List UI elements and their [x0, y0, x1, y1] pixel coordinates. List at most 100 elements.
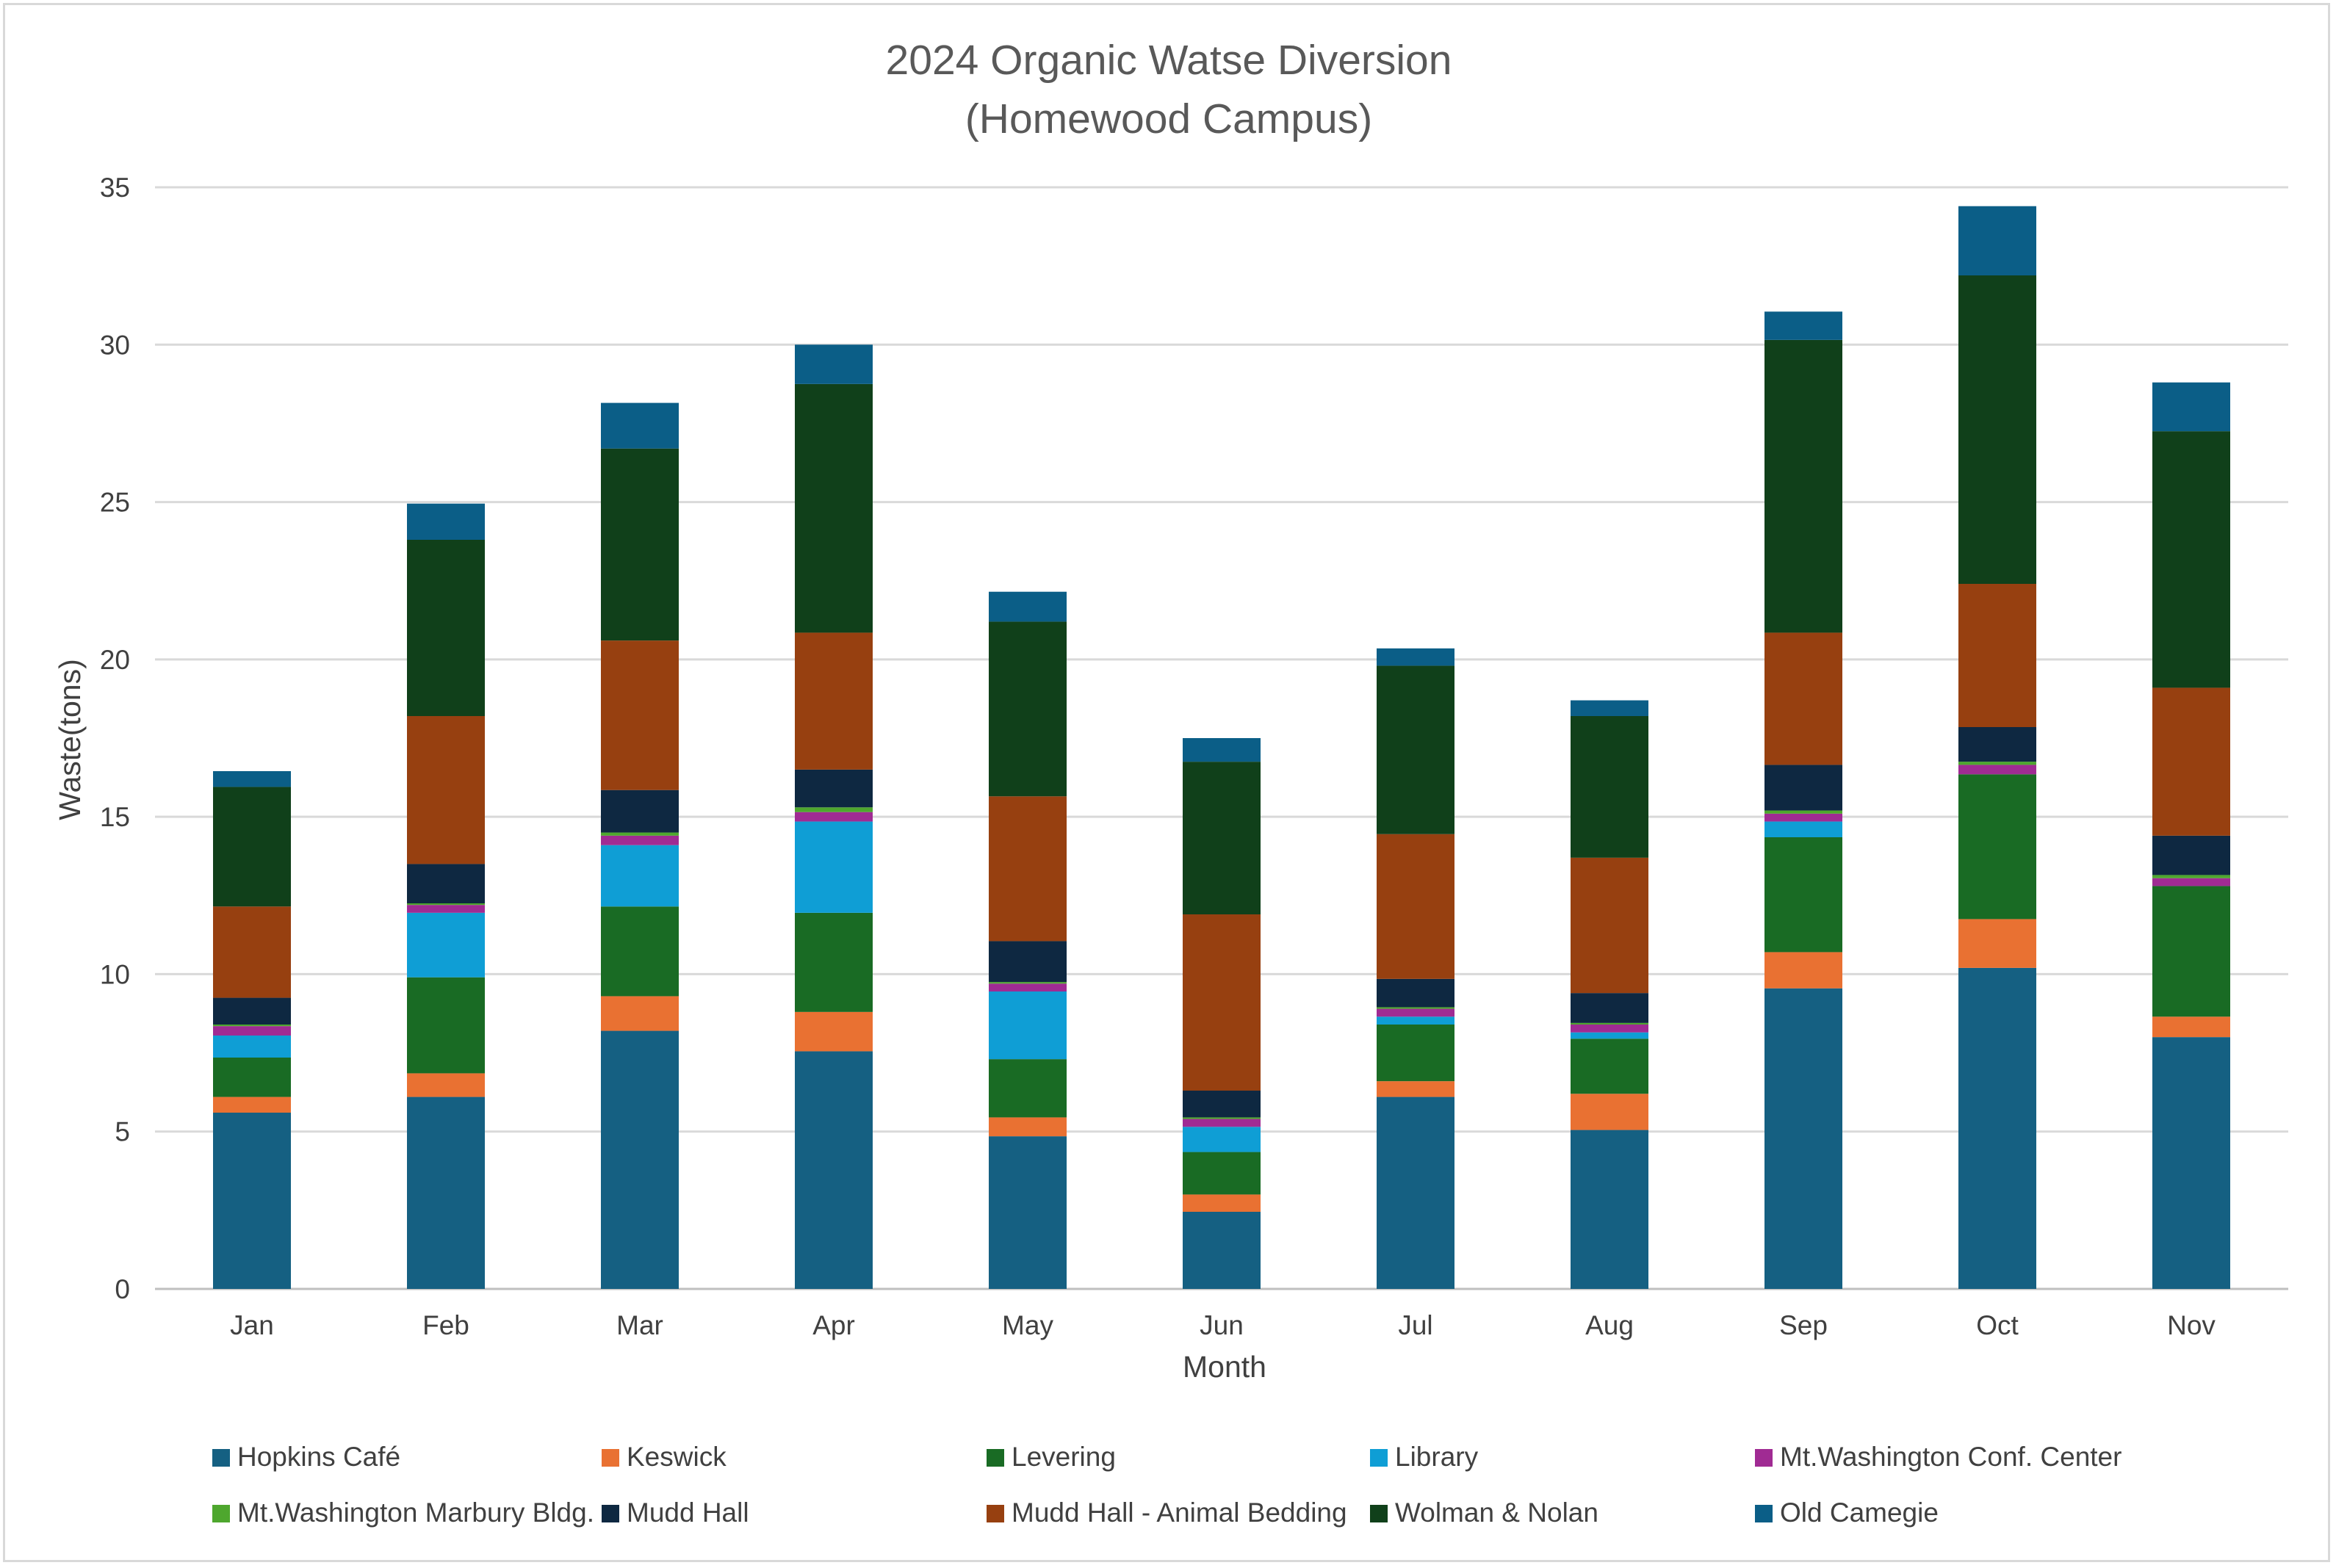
- bar-segment: [2152, 1037, 2230, 1289]
- bar-segment: [1958, 967, 2036, 1289]
- bar-segment: [795, 812, 873, 822]
- bar-segment: [213, 1026, 291, 1036]
- bar-segment: [1183, 1091, 1261, 1118]
- bar-segment: [989, 1059, 1067, 1118]
- bar-segment: [601, 906, 679, 997]
- legend-swatch: [1755, 1505, 1773, 1522]
- bar-segment: [407, 903, 485, 906]
- bar-segment: [1764, 952, 1842, 989]
- y-tick-label: 20: [100, 645, 130, 675]
- bar-segment: [407, 1096, 485, 1289]
- bar-segment: [989, 591, 1067, 622]
- legend-label: Levering: [1012, 1442, 1116, 1472]
- bar-segment: [407, 1073, 485, 1097]
- bar-segment: [989, 941, 1067, 983]
- bar-segment: [795, 1051, 873, 1289]
- bar-segment: [1764, 813, 1842, 822]
- bar-segment: [1571, 716, 1648, 858]
- bar-segment: [1377, 1025, 1454, 1082]
- bar-segment: [213, 771, 291, 787]
- x-axis-title: Month: [1183, 1350, 1266, 1384]
- bar-segment: [795, 1011, 873, 1052]
- legend-label: Mudd Hall - Animal Bedding: [1012, 1497, 1347, 1528]
- bar-segment: [1764, 821, 1842, 837]
- bar-segment: [213, 1058, 291, 1097]
- bar-segment: [1183, 1127, 1261, 1152]
- legend-swatch: [602, 1449, 619, 1467]
- legend-label: Keswick: [627, 1442, 727, 1472]
- legend-label: Wolman & Nolan: [1395, 1497, 1598, 1528]
- bar-segment: [1571, 1094, 1648, 1130]
- bar-segment: [1571, 1032, 1648, 1039]
- bar-segment: [1377, 1081, 1454, 1097]
- bar-segment: [1958, 275, 2036, 584]
- legend-swatch: [212, 1505, 230, 1522]
- bar-segment: [1764, 810, 1842, 814]
- bar-segment: [989, 1117, 1067, 1137]
- bar-segment: [1183, 1117, 1261, 1119]
- bar-segment: [1958, 774, 2036, 920]
- y-tick-labels: 0 5 10 15 20 25 30 35: [100, 173, 130, 1304]
- bar-segment: [1958, 762, 2036, 765]
- bar-segment: [795, 821, 873, 913]
- bar-segment: [1183, 762, 1261, 914]
- legend-label: Old Camegie: [1780, 1497, 1939, 1528]
- bar-segment: [2152, 835, 2230, 875]
- y-tick-label: 35: [100, 173, 130, 203]
- bar-segment: [1958, 206, 2036, 275]
- bar-segment: [1764, 339, 1842, 633]
- bar-segment: [1377, 665, 1454, 834]
- legend-label: Mudd Hall: [627, 1497, 749, 1528]
- bar-segment: [601, 835, 679, 845]
- y-tick-label: 25: [100, 488, 130, 518]
- x-tick-label: Jun: [1200, 1310, 1244, 1340]
- x-tick-label: Jul: [1398, 1310, 1432, 1340]
- legend-swatch: [1370, 1449, 1388, 1467]
- y-tick-label: 0: [115, 1274, 130, 1304]
- bar-segment: [1571, 993, 1648, 1023]
- bar-segment: [1183, 738, 1261, 762]
- x-tick-labels: Jan Feb Mar Apr May Jun Jul Aug Sep Oct Nov: [230, 1310, 2216, 1340]
- y-tick-label: 30: [100, 330, 130, 360]
- bar-segment: [1764, 311, 1842, 340]
- legend-swatch: [987, 1505, 1004, 1522]
- bar-segment: [2152, 875, 2230, 878]
- bar-segment: [1571, 1022, 1648, 1025]
- legend-swatch: [602, 1505, 619, 1522]
- bar-segment: [2152, 878, 2230, 886]
- bar-segment: [989, 982, 1067, 984]
- bar-segment: [795, 344, 873, 384]
- bar-segment: [1958, 765, 2036, 775]
- x-tick-label: Feb: [422, 1310, 469, 1340]
- legend-swatch: [212, 1449, 230, 1467]
- bar-segment: [1183, 1212, 1261, 1289]
- chart-subtitle: (Homewood Campus): [965, 95, 1372, 142]
- bar-segment: [1183, 1194, 1261, 1212]
- bar-segment: [1377, 1007, 1454, 1009]
- bar-segment: [213, 1113, 291, 1289]
- bar-segment: [213, 1025, 291, 1027]
- bar-segment: [989, 796, 1067, 942]
- bar-segment: [989, 991, 1067, 1060]
- bar-segment: [601, 845, 679, 907]
- bar-segment: [213, 1096, 291, 1113]
- bar-segment: [407, 977, 485, 1074]
- bar-segment: [213, 906, 291, 998]
- y-tick-label: 5: [115, 1117, 130, 1147]
- bar-segment: [407, 905, 485, 913]
- bar-segment: [1958, 727, 2036, 762]
- bar-segment: [213, 787, 291, 907]
- bar-segment: [601, 832, 679, 836]
- bar-segment: [1764, 988, 1842, 1289]
- bar-segment: [1571, 1038, 1648, 1094]
- bar-segment: [1958, 919, 2036, 968]
- bar-segment: [2152, 886, 2230, 1017]
- bar-segment: [407, 503, 485, 540]
- bar-segment: [795, 769, 873, 808]
- bar-segment: [601, 640, 679, 790]
- bar-segment: [2152, 431, 2230, 688]
- bar-segment: [601, 448, 679, 641]
- bar-segment: [2152, 1016, 2230, 1038]
- bar-segment: [795, 383, 873, 633]
- bar-segment: [1764, 632, 1842, 765]
